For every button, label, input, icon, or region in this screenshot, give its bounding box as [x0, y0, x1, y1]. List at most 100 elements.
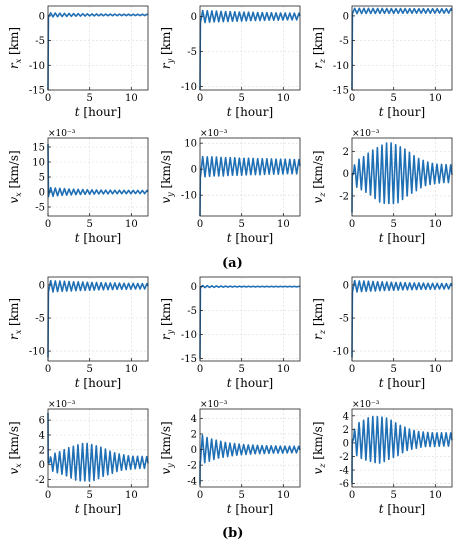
y-axis-unit: [km/s]	[311, 150, 325, 192]
x-axis-label: t [hour]	[227, 105, 273, 119]
y-tick-label: 0	[343, 11, 349, 22]
x-tick-label: 10	[429, 219, 442, 230]
series-line-b-vy	[199, 434, 301, 485]
x-axis-var: t	[379, 105, 384, 119]
axes-frame	[199, 276, 301, 362]
chart-b-ry: 0 5 10 0 -5 -10 -15 t [hour] ry [km]	[159, 276, 301, 390]
x-axis-var: t	[379, 502, 384, 516]
y-axis-unit: [km]	[311, 27, 325, 59]
y-tick-label: -5	[187, 306, 197, 317]
y-axis-sub: y	[166, 463, 175, 469]
x-tick-label: 0	[45, 219, 51, 230]
x-tick-label: 10	[429, 490, 442, 501]
y-tick-label: 6	[39, 416, 45, 427]
y-tick-label: -15	[333, 86, 349, 97]
y-axis-sub: z	[318, 192, 327, 198]
x-tick-label: 0	[349, 219, 355, 230]
y-tick-label: -4	[339, 466, 349, 477]
x-axis-var: t	[75, 231, 80, 245]
x-axis-unit: [hour]	[80, 502, 122, 516]
x-tick-label: 0	[197, 490, 203, 501]
chart-a-rx: 0 5 10 0 -5 -10 -15 t [hour] rx [km]	[7, 5, 149, 119]
x-axis-var: t	[227, 105, 232, 119]
x-tick-label: 10	[125, 364, 138, 375]
chart-b-vy: 0 5 10 4 2 0 -2 -4 ×10⁻³ t [hour] vy [km/s]	[159, 400, 301, 516]
y-tick-label: -10	[333, 347, 349, 358]
y-tick-label: 0	[191, 282, 197, 293]
y-axis-var: v	[311, 197, 325, 204]
exponent-label: ×10⁻³	[200, 129, 228, 139]
x-axis-var: t	[227, 376, 232, 390]
x-axis-var: t	[379, 231, 384, 245]
y-tick-label: 0	[39, 460, 45, 471]
chart-b-vz: 0 5 10 4 2 0 -2 -4 -6 ×10⁻³ t [hour] vz [km/s]	[311, 400, 453, 516]
x-axis-unit: [hour]	[384, 376, 426, 390]
chart-b-rz: 0 5 10 0 -5 -10 t [hour] rz [km]	[311, 276, 453, 390]
exponent-label: ×10⁻³	[352, 129, 380, 139]
series-line-a-vz	[351, 142, 453, 213]
x-axis-unit: [hour]	[384, 231, 426, 245]
y-tick-label: 0	[191, 445, 197, 456]
y-tick-label: -5	[35, 314, 45, 325]
x-axis-label: t [hour]	[379, 502, 425, 516]
x-axis-label: t [hour]	[75, 105, 121, 119]
y-axis-var: r	[159, 333, 173, 340]
axes-frame	[199, 5, 301, 91]
y-tick-label: -5	[187, 47, 197, 58]
series-line-b-ry	[199, 284, 301, 359]
y-tick-label: 15	[32, 143, 45, 154]
y-tick-label: 10	[32, 158, 45, 169]
series-line-b-rz	[351, 279, 453, 358]
y-tick-label: 5	[39, 173, 45, 184]
y-axis-unit: [km/s]	[7, 421, 21, 463]
x-tick-label: 5	[238, 219, 244, 230]
x-axis-label: t [hour]	[227, 231, 273, 245]
y-tick-label: 0	[39, 11, 45, 22]
x-axis-label: t [hour]	[379, 105, 425, 119]
axes-frame	[351, 137, 453, 217]
y-axis-unit: [km/s]	[7, 150, 21, 192]
x-axis-unit: [hour]	[80, 231, 122, 245]
y-axis-unit: [km]	[311, 298, 325, 330]
x-tick-label: 5	[238, 364, 244, 375]
series-line-b-vx	[47, 412, 149, 482]
y-axis-var: r	[311, 333, 325, 340]
y-tick-label: -2	[187, 461, 197, 472]
x-axis-unit: [hour]	[232, 105, 274, 119]
x-axis-label: t [hour]	[379, 376, 425, 390]
y-tick-label: 0	[191, 165, 197, 176]
y-axis-var: r	[7, 333, 21, 340]
y-tick-label: 0	[343, 438, 349, 449]
y-axis-label: rx [km]	[7, 27, 23, 69]
x-tick-label: 0	[349, 364, 355, 375]
x-axis-unit: [hour]	[232, 231, 274, 245]
y-axis-sub: x	[14, 329, 23, 334]
y-axis-sub: y	[166, 192, 175, 198]
exponent-label: ×10⁻³	[200, 400, 228, 410]
y-tick-label: 2	[343, 425, 349, 436]
y-axis-var: v	[7, 197, 21, 204]
caption-b: (b)	[222, 526, 244, 541]
y-axis-unit: [km]	[7, 298, 21, 330]
x-tick-label: 0	[197, 93, 203, 104]
x-axis-unit: [hour]	[80, 376, 122, 390]
x-tick-label: 0	[45, 364, 51, 375]
y-axis-label: rz [km]	[311, 27, 327, 69]
x-tick-label: 5	[238, 93, 244, 104]
y-tick-label: 2	[191, 429, 197, 440]
y-axis-sub: y	[166, 58, 175, 64]
y-tick-label: -5	[339, 36, 349, 47]
y-tick-label: 2	[39, 445, 45, 456]
y-tick-label: -2	[339, 191, 349, 202]
x-axis-unit: [hour]	[80, 105, 122, 119]
series-line-a-vx	[47, 143, 149, 198]
y-axis-sub: z	[318, 463, 327, 469]
y-axis-unit: [km]	[159, 298, 173, 330]
y-axis-label: vy [km/s]	[159, 421, 175, 474]
x-tick-label: 5	[390, 490, 396, 501]
series-line-a-rz	[351, 7, 453, 91]
x-tick-label: 5	[390, 364, 396, 375]
y-tick-label: 0	[191, 12, 197, 23]
x-tick-label: 0	[45, 490, 51, 501]
y-tick-label: 4	[39, 431, 45, 442]
